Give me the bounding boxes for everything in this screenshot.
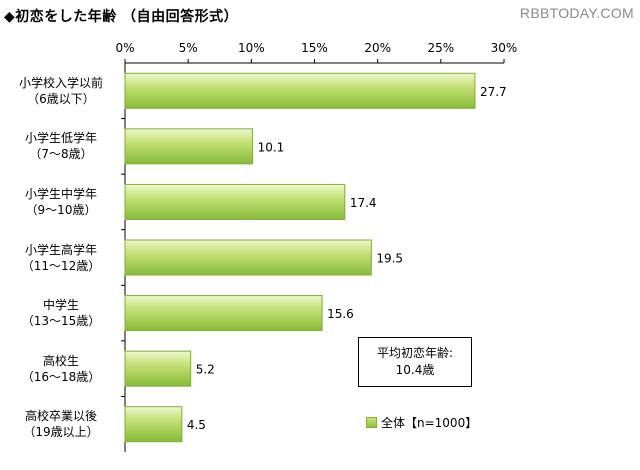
category-label-line: （16～18歳） bbox=[21, 369, 101, 384]
category-label-line: 小学生高学年 bbox=[24, 242, 97, 257]
category-label: 中学生 （13～15歳） bbox=[2, 297, 120, 329]
data-label: 5.2 bbox=[196, 363, 215, 377]
category-label-line: 高校卒業以後 bbox=[24, 409, 97, 424]
category-label: 高校卒業以後 （19歳以上） bbox=[2, 408, 120, 440]
watermark: RBBTODAY.COM bbox=[519, 5, 634, 21]
average-age-value: 10.4歳 bbox=[395, 363, 435, 377]
bar bbox=[124, 239, 372, 276]
bar bbox=[124, 72, 476, 109]
x-tick-label: 5% bbox=[179, 41, 198, 55]
category-label-line: （13～15歳） bbox=[21, 314, 101, 329]
x-tick-label: 20% bbox=[364, 41, 391, 55]
category-label-line: （7～8歳） bbox=[29, 147, 93, 162]
category-label-line: 高校生 bbox=[42, 353, 79, 368]
category-label-line: 中学生 bbox=[42, 298, 79, 313]
category-label-line: 小学校入学以前 bbox=[18, 75, 103, 90]
average-age-label: 平均初恋年齢: bbox=[376, 346, 454, 360]
category-label-line: 小学生低学年 bbox=[24, 131, 97, 146]
data-label: 27.7 bbox=[480, 85, 507, 99]
x-tick-label: 30% bbox=[491, 41, 518, 55]
category-label-line: （9～10歳） bbox=[25, 202, 97, 217]
category-label-line: （19歳以上） bbox=[23, 425, 99, 440]
legend-label: 全体【n=1000】 bbox=[381, 416, 478, 430]
data-labels: 27.7 10.1 17.4 19.5 15.6 5.2 4.5 bbox=[187, 85, 507, 432]
category-label-line: （6歳以下） bbox=[27, 91, 95, 106]
bar bbox=[124, 350, 192, 387]
bar bbox=[124, 128, 254, 165]
category-label-line: 小学生中学年 bbox=[24, 186, 97, 201]
bars bbox=[124, 72, 476, 443]
x-tick-label: 10% bbox=[238, 41, 265, 55]
x-tick-label: 0% bbox=[115, 41, 134, 55]
bar bbox=[124, 183, 346, 220]
legend-swatch bbox=[366, 417, 377, 428]
category-label: 小学生低学年 （7～8歳） bbox=[2, 130, 120, 162]
bar bbox=[124, 406, 183, 443]
category-label: 小学校入学以前 （6歳以下） bbox=[2, 75, 120, 107]
x-ticks: 0% 5% 10% 15% 20% 25% 30% bbox=[115, 41, 517, 63]
data-label: 19.5 bbox=[376, 252, 403, 266]
data-label: 4.5 bbox=[187, 418, 206, 432]
bar bbox=[124, 295, 323, 332]
x-tick-label: 15% bbox=[301, 41, 328, 55]
average-age-box: 平均初恋年齢: 10.4歳 bbox=[358, 337, 472, 387]
category-label: 小学生高学年 （11～12歳） bbox=[2, 242, 120, 274]
data-label: 15.6 bbox=[327, 307, 354, 321]
category-label: 高校生 （16～18歳） bbox=[2, 353, 120, 385]
category-label-line: （11～12歳） bbox=[21, 258, 101, 273]
data-label: 10.1 bbox=[258, 140, 285, 154]
legend: 全体【n=1000】 bbox=[366, 414, 477, 431]
x-tick-label: 25% bbox=[427, 41, 454, 55]
chart-title: ◆初恋をした年齢 （自由回答形式） bbox=[4, 9, 239, 25]
data-label: 17.4 bbox=[350, 196, 377, 210]
category-label: 小学生中学年 （9～10歳） bbox=[2, 186, 120, 218]
